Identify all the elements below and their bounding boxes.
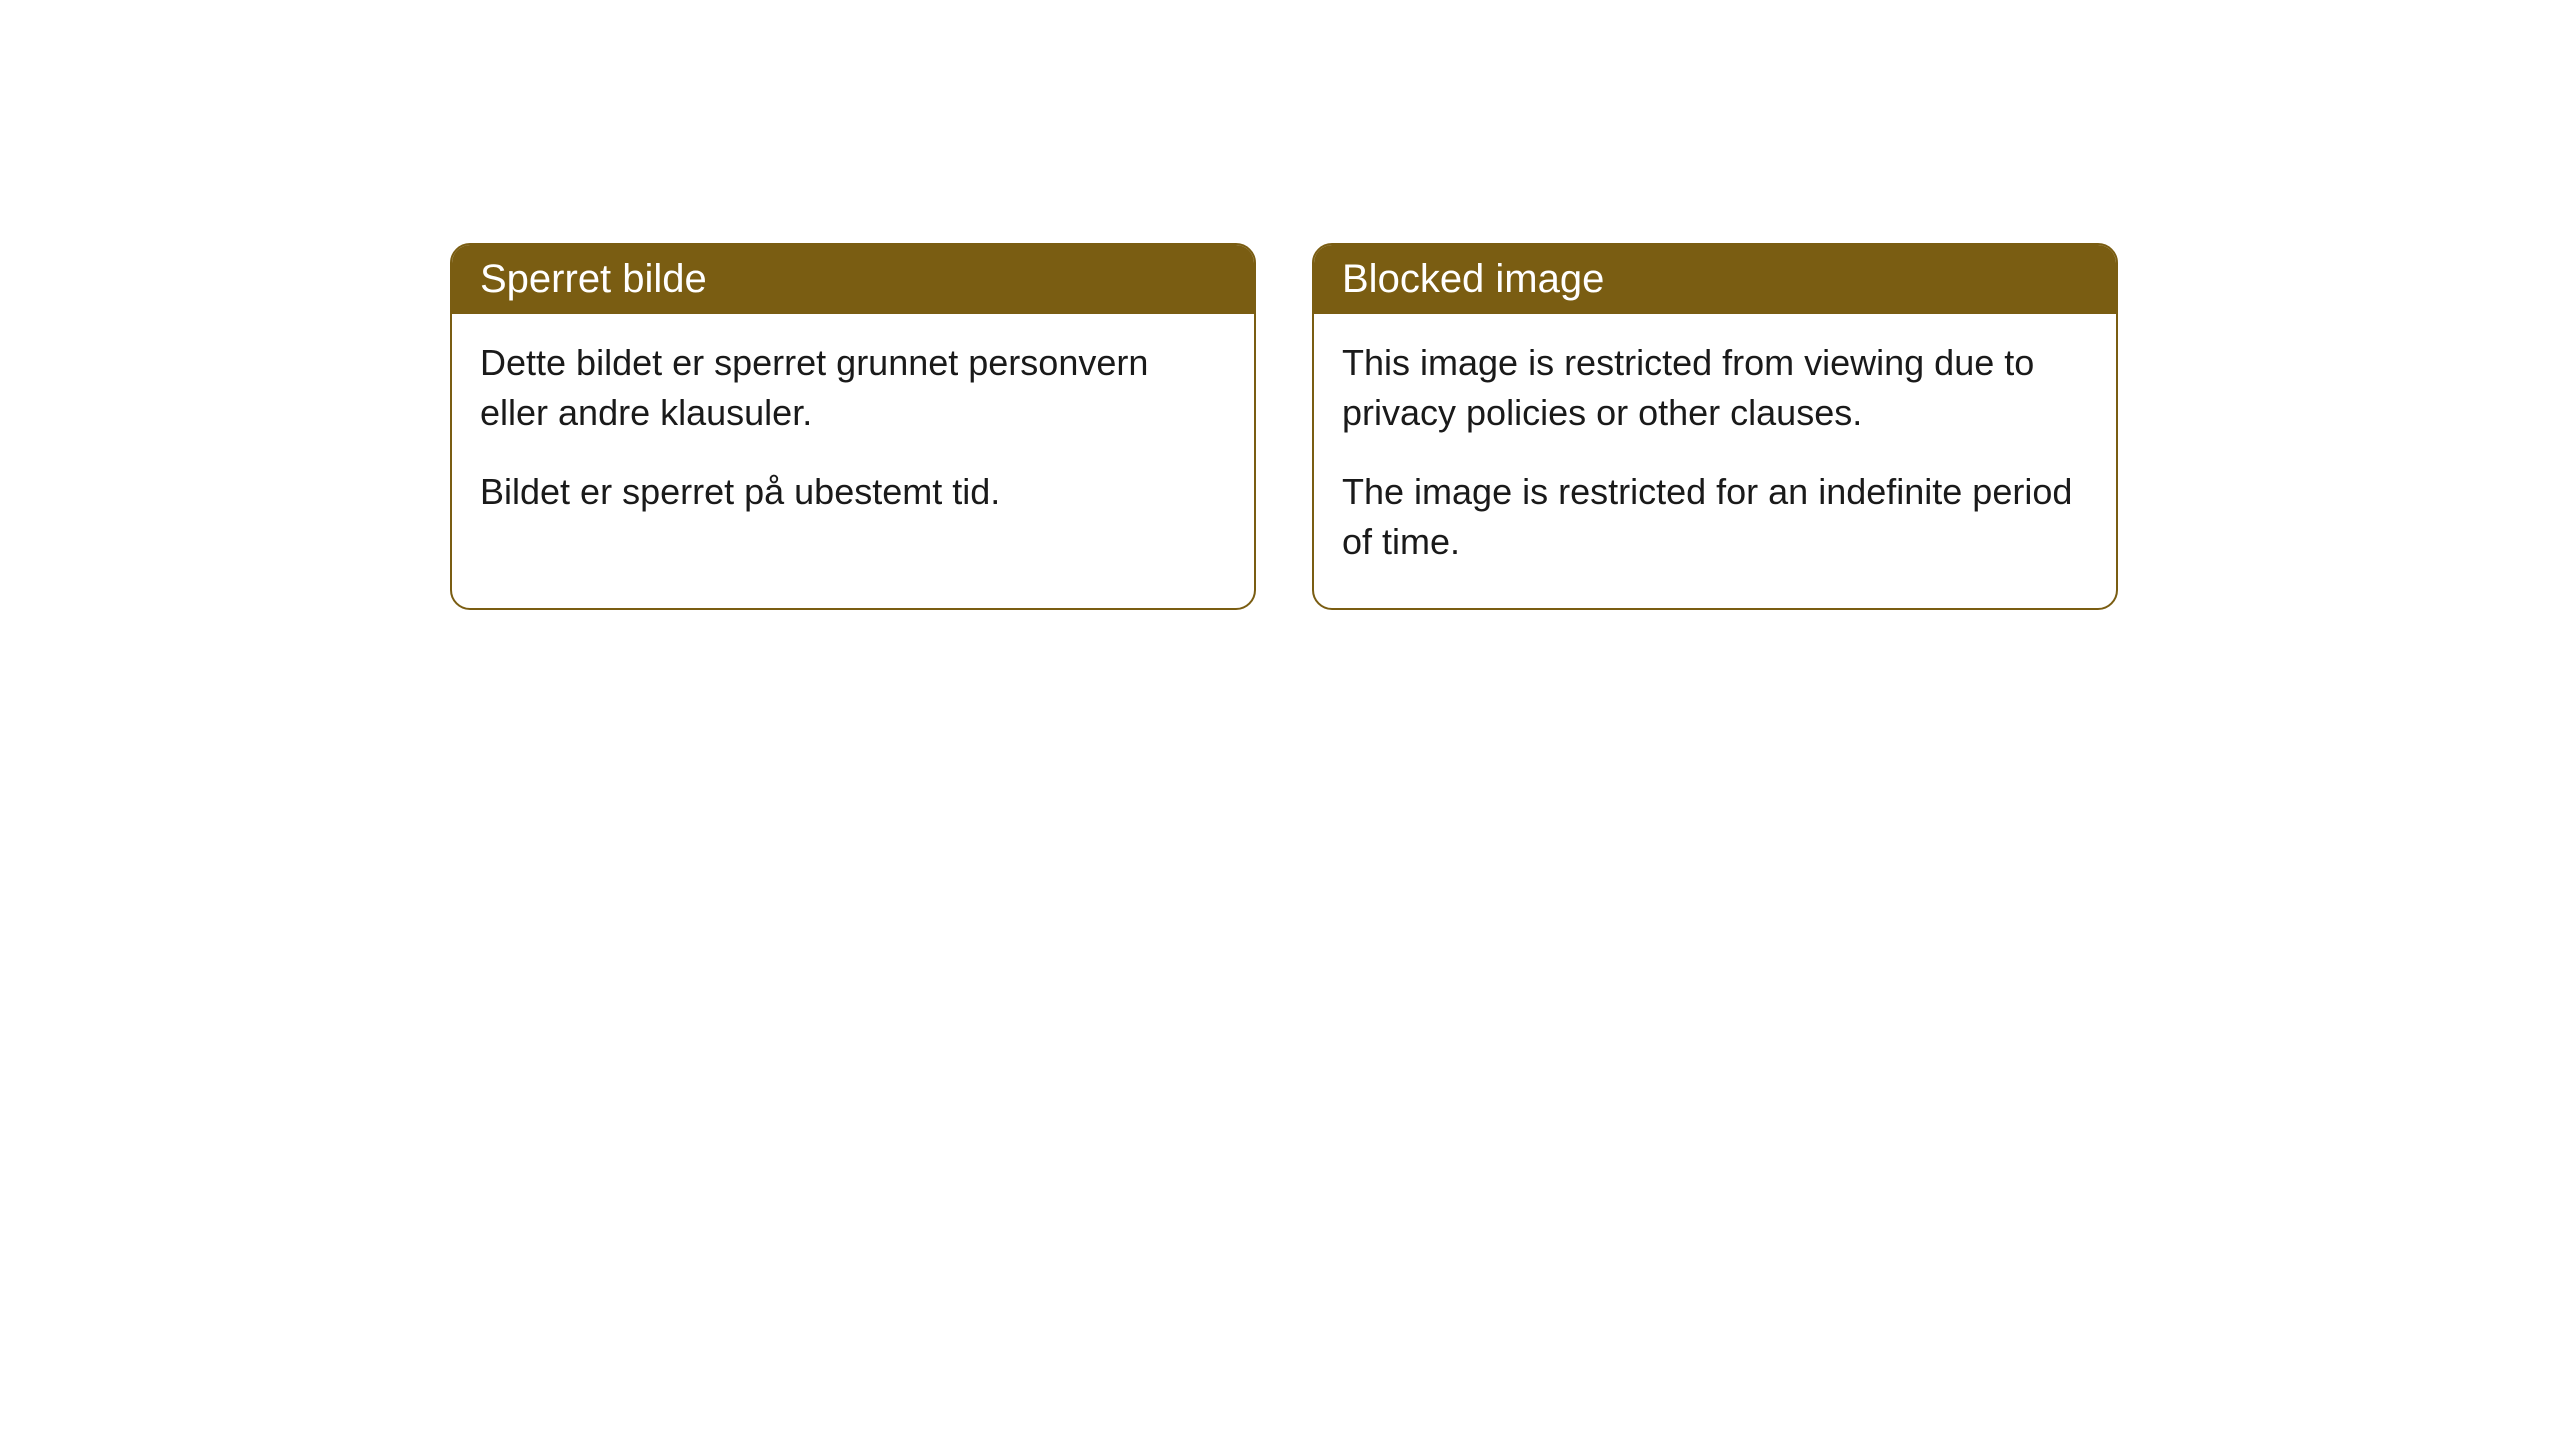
card-paragraph: Bildet er sperret på ubestemt tid.	[480, 467, 1226, 517]
card-paragraph: Dette bildet er sperret grunnet personve…	[480, 338, 1226, 439]
card-title: Sperret bilde	[480, 257, 707, 301]
card-paragraph: The image is restricted for an indefinit…	[1342, 467, 2088, 568]
notice-cards-container: Sperret bilde Dette bildet er sperret gr…	[450, 243, 2118, 610]
card-header: Sperret bilde	[452, 245, 1254, 314]
card-title: Blocked image	[1342, 257, 1604, 301]
card-header: Blocked image	[1314, 245, 2116, 314]
card-body: This image is restricted from viewing du…	[1314, 314, 2116, 608]
card-paragraph: This image is restricted from viewing du…	[1342, 338, 2088, 439]
card-body: Dette bildet er sperret grunnet personve…	[452, 314, 1254, 557]
blocked-image-card-english: Blocked image This image is restricted f…	[1312, 243, 2118, 610]
blocked-image-card-norwegian: Sperret bilde Dette bildet er sperret gr…	[450, 243, 1256, 610]
